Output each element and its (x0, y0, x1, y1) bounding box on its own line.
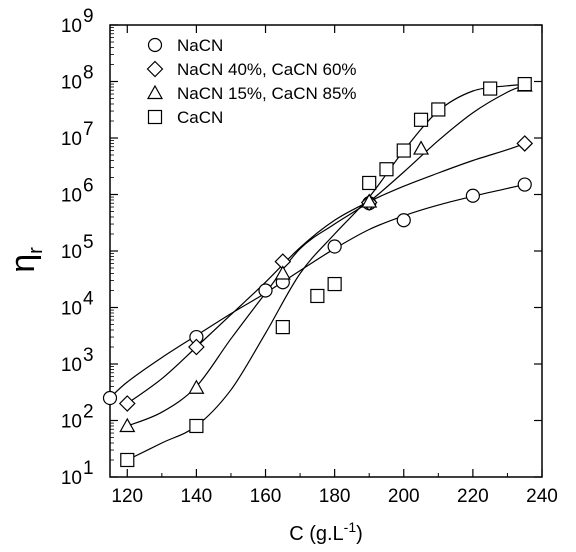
fit-curve-cacn (127, 84, 525, 461)
legend-label-nacn-15-cacn-85: NaCN 15%, CaCN 85% (177, 84, 357, 103)
data-points (102, 76, 534, 468)
legend-marker-cacn (147, 109, 163, 125)
y-tick-exponent: 7 (83, 119, 94, 140)
x-tick-label: 200 (388, 486, 420, 507)
y-tick-label: 10 (61, 73, 82, 94)
fit-curve-nacn-15-cacn-85 (127, 84, 525, 427)
data-point-cacn (327, 276, 342, 292)
data-point-nacn-15-cacn-85 (274, 265, 291, 280)
data-point-nacn (517, 177, 532, 192)
data-point-cacn (120, 452, 135, 468)
y-tick-exponent: 2 (83, 402, 94, 423)
y-tick-label: 10 (61, 16, 82, 37)
data-point-nacn-40-cacn-60 (118, 395, 136, 412)
y-tick-label: 10 (61, 186, 82, 207)
legend-label-nacn: NaCN (177, 36, 223, 55)
x-tick-label: 120 (111, 486, 143, 507)
y-tick-label: 10 (61, 129, 82, 150)
y-tick-label: 10 (61, 412, 82, 433)
fit-curves (109, 84, 525, 461)
data-point-cacn (310, 288, 325, 304)
y-tick-exponent: 1 (83, 458, 94, 479)
x-axis-title: C (g.L-1) (289, 519, 363, 545)
data-point-nacn-40-cacn-60 (188, 338, 205, 356)
x-tick-label: 140 (181, 486, 213, 507)
legend-marker-nacn (147, 37, 163, 53)
fit-curve-nacn-40-cacn-60 (126, 142, 525, 404)
data-point-cacn (379, 162, 394, 177)
data-point-nacn-15-cacn-85 (413, 140, 430, 155)
data-point-cacn (362, 175, 377, 191)
data-point-nacn (396, 213, 411, 228)
y-tick-exponent: 8 (83, 63, 94, 84)
x-tick-label: 240 (526, 486, 558, 507)
legend: NaCN NaCN 40%, CaCN 60% NaCN 15%, CaCN 85%… (146, 36, 357, 127)
y-tick-exponent: 3 (83, 345, 94, 366)
y-tick-exponent: 9 (83, 6, 94, 27)
data-point-nacn (102, 390, 118, 406)
axis-titles: C (g.L-1) ηr (4, 247, 363, 545)
data-point-nacn-15-cacn-85 (188, 379, 205, 394)
legend-marker-nacn-40-cacn-60 (146, 60, 164, 78)
data-point-nacn (258, 283, 273, 298)
x-tick-label: 180 (319, 486, 351, 507)
data-point-cacn (396, 143, 411, 158)
x-tick-label: 160 (250, 486, 282, 507)
y-tick-exponent: 4 (83, 289, 94, 310)
y-axis-title: ηr (4, 247, 47, 273)
data-point-cacn (431, 102, 446, 117)
data-point-nacn-40-cacn-60 (516, 135, 534, 152)
data-point-cacn (517, 76, 532, 92)
legend-marker-nacn-15-cacn-85 (146, 84, 164, 100)
x-tick-label: 220 (457, 486, 489, 507)
legend-label-nacn-40-cacn-60: NaCN 40%, CaCN 60% (177, 60, 357, 79)
data-point-cacn (413, 112, 429, 127)
y-tick-label: 10 (61, 468, 82, 489)
data-point-nacn-15-cacn-85 (119, 417, 136, 433)
data-point-nacn-15-cacn-85 (361, 193, 378, 208)
data-point-cacn (275, 319, 290, 335)
data-point-cacn (189, 418, 204, 434)
y-tick-exponent: 5 (83, 232, 94, 253)
data-point-cacn (483, 81, 498, 96)
legend-label-cacn: CaCN (177, 108, 223, 127)
y-tick-label: 10 (61, 299, 82, 320)
data-point-nacn (327, 239, 342, 254)
data-point-nacn (465, 188, 480, 203)
y-tick-label: 10 (61, 355, 82, 376)
y-tick-label: 10 (61, 242, 82, 263)
y-tick-exponent: 6 (83, 176, 94, 197)
